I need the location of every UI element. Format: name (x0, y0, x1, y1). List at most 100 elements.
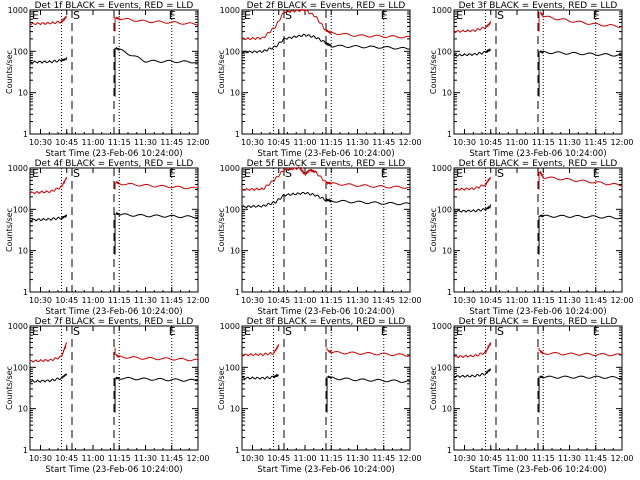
x-axis-label: Start Time (23-Feb-06 10:24:00) (469, 307, 606, 317)
y-axis-label: Counts/sec (5, 208, 14, 252)
x-tick-label: 11:15 (108, 138, 131, 147)
series-line-lld (241, 344, 279, 357)
x-axis-label: Start Time (23-Feb-06 10:24:00) (469, 465, 606, 475)
y-tick-label: 1000 (432, 164, 452, 173)
y-tick-label: 100 (225, 47, 240, 56)
y-tick-label: 1 (23, 288, 28, 297)
y-tick-label: 1000 (220, 322, 240, 331)
series-line-events (29, 373, 68, 384)
x-tick-label: 10:30 (29, 138, 52, 147)
x-axis-label: Start Time (23-Feb-06 10:24:00) (469, 149, 606, 159)
x-tick-label: 11:45 (584, 296, 607, 305)
y-tick-label: 1 (447, 446, 452, 455)
y-axis-label: Counts/sec (429, 208, 438, 252)
marker-label-s: S (285, 325, 292, 338)
x-tick-label: 11:00 (293, 454, 316, 463)
detector-panel: Det 9f BLACK = Events, RED = LLD 1 10 100 10… (429, 317, 634, 475)
y-tick-label: 10 (442, 247, 452, 256)
y-tick-label: 100 (437, 363, 452, 372)
y-tick-label: 1 (235, 288, 240, 297)
panel-title: Det 1f BLACK = Events, RED = LLD (35, 1, 194, 11)
x-tick-label: 10:30 (29, 296, 52, 305)
x-tick-label: 10:45 (479, 454, 502, 463)
y-tick-label: 100 (225, 363, 240, 372)
x-tick-label: 12:00 (610, 296, 633, 305)
x-tick-label: 10:45 (55, 138, 78, 147)
series-line-lld (115, 16, 199, 26)
marker-label-e: E (456, 167, 463, 180)
marker-label-s: S (497, 9, 504, 22)
x-axis-label: Start Time (23-Feb-06 10:24:00) (257, 149, 394, 159)
series-line-events (29, 56, 68, 64)
y-tick-label: 1000 (432, 322, 452, 331)
y-tick-label: 10 (442, 89, 452, 98)
panel-title: Det 2f BLACK = Events, RED = LLD (247, 1, 406, 11)
series-line-lld (115, 180, 199, 190)
series-line-events (115, 47, 199, 64)
panel-title: Det 5f BLACK = Events, RED = LLD (247, 159, 406, 169)
x-tick-label: 11:30 (558, 296, 581, 305)
x-tick-label: 11:45 (372, 138, 395, 147)
y-tick-label: 1000 (8, 322, 28, 331)
x-tick-label: 11:30 (346, 454, 369, 463)
marker-label-s: S (285, 9, 292, 22)
series-line-events (241, 33, 411, 54)
y-axis-label: Counts/sec (429, 50, 438, 94)
series-line-events (115, 376, 199, 382)
series-line-lld (29, 177, 68, 195)
y-tick-label: 1000 (220, 164, 240, 173)
y-tick-label: 10 (18, 247, 28, 256)
x-tick-label: 10:45 (479, 296, 502, 305)
detector-panel: Det 2f BLACK = Events, RED = LLD 1 10 100 10… (217, 1, 422, 159)
marker-label-s: S (73, 9, 80, 22)
series-line-lld (241, 166, 410, 192)
x-tick-label: 11:30 (558, 454, 581, 463)
panel-title: Det 9f BLACK = Events, RED = LLD (459, 317, 618, 327)
marker-label-e: E (593, 9, 600, 22)
x-tick-label: 10:45 (55, 454, 78, 463)
x-tick-label: 11:00 (505, 454, 528, 463)
y-tick-label: 1000 (432, 6, 452, 15)
x-axis-label: Start Time (23-Feb-06 10:24:00) (45, 465, 182, 475)
y-tick-label: 1000 (220, 6, 240, 15)
x-tick-label: 10:45 (479, 138, 502, 147)
x-tick-label: 10:45 (55, 296, 78, 305)
x-tick-label: 10:45 (267, 454, 290, 463)
x-tick-label: 11:00 (81, 296, 104, 305)
x-tick-label: 11:00 (81, 454, 104, 463)
marker-label-s: S (497, 167, 504, 180)
series-line-lld (453, 20, 492, 34)
x-tick-label: 12:00 (610, 138, 633, 147)
marker-label-s: S (497, 325, 504, 338)
marker-label-e: E (169, 9, 176, 22)
series-line-events (453, 48, 492, 57)
y-tick-label: 1 (23, 130, 28, 139)
y-tick-label: 100 (13, 363, 28, 372)
x-tick-label: 10:30 (241, 296, 264, 305)
x-tick-label: 11:45 (584, 454, 607, 463)
y-axis-label: Counts/sec (5, 50, 14, 94)
y-axis-label: Counts/sec (217, 208, 226, 252)
series-line-events (115, 211, 199, 219)
panel-title: Det 4f BLACK = Events, RED = LLD (35, 159, 194, 169)
marker-label-s: S (73, 325, 80, 338)
x-tick-label: 11:45 (160, 138, 183, 147)
y-tick-label: 1000 (8, 164, 28, 173)
x-tick-label: 11:15 (320, 454, 343, 463)
x-axis-label: Start Time (23-Feb-06 10:24:00) (257, 307, 394, 317)
series-line-events (453, 368, 492, 379)
panel-title: Det 8f BLACK = Events, RED = LLD (247, 317, 406, 327)
x-tick-label: 10:45 (267, 138, 290, 147)
series-line-lld (453, 342, 492, 359)
marker-label-e: E (381, 167, 388, 180)
x-tick-label: 11:30 (558, 138, 581, 147)
series-line-events (539, 213, 623, 220)
x-tick-label: 10:30 (241, 138, 264, 147)
series-line-events (539, 50, 623, 57)
panel-title: Det 7f BLACK = Events, RED = LLD (35, 317, 194, 327)
x-axis-label: Start Time (23-Feb-06 10:24:00) (45, 307, 182, 317)
x-tick-label: 10:30 (453, 138, 476, 147)
x-tick-label: 11:30 (346, 296, 369, 305)
y-tick-label: 1 (447, 288, 452, 297)
marker-label-e: E (244, 167, 251, 180)
